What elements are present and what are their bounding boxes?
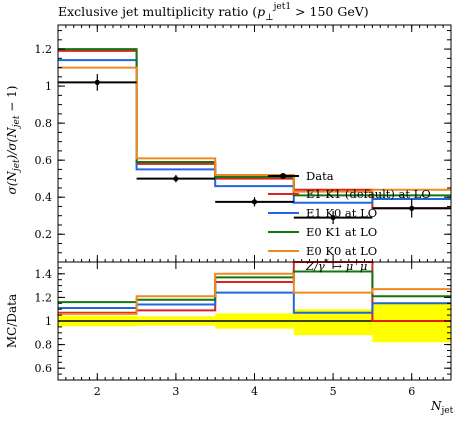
- title-sup: jet1: [273, 2, 291, 12]
- chart-title: Exclusive jet multiplicity ratio (p⊥jet1…: [58, 2, 369, 23]
- ratio-y-tick-label: 1: [45, 315, 52, 328]
- main-series-line-2: [58, 48, 451, 197]
- data-point: [251, 199, 258, 205]
- legend-label-series-0: E1 K1 (default) at LO: [306, 187, 431, 201]
- main-series-line-0: [58, 49, 451, 210]
- x-tick-label: 2: [94, 385, 101, 398]
- title-pre: Exclusive jet multiplicity ratio (: [58, 4, 257, 19]
- ratio-y-tick-label: 0.6: [35, 362, 53, 375]
- legend-label-series-3: E0 K0 at LO: [306, 244, 377, 258]
- ratio-uncertainty-band: [372, 302, 451, 343]
- main-y-tick-label: 0.8: [35, 117, 53, 130]
- data-point: [173, 176, 179, 182]
- main-y-tick-label: 0.6: [35, 154, 53, 167]
- data-point: [94, 79, 100, 85]
- ratio-y-tick-label: 1.4: [35, 268, 53, 281]
- ratio-y-axis-label: MC/Data: [5, 294, 19, 348]
- main-y-tick-label: 1.2: [35, 43, 53, 56]
- legend-label-series-1: E1 K0 at LO: [306, 206, 377, 220]
- data-point: [409, 205, 415, 211]
- x-tick-label: 3: [172, 385, 179, 398]
- legend-label-series-2: E0 K1 at LO: [306, 225, 377, 239]
- main-plot-area: 0.2 0.4 0.6 0.8 1 1.2: [35, 24, 452, 263]
- ratio-plot-frame: [57, 261, 452, 381]
- main-y-tick-label: 0.4: [35, 191, 53, 204]
- title-post: > 150 GeV): [291, 4, 369, 19]
- ratio-plot-area: 0.6 0.8 1 1.2 1.4 2 3 4 5 6: [35, 261, 452, 398]
- ratio-series-line-2: [58, 270, 451, 304]
- x-axis-label: Njet: [430, 399, 454, 416]
- title-p: p: [257, 4, 265, 19]
- x-tick-label: 5: [330, 385, 337, 398]
- ratio-series-line-3: [58, 272, 451, 315]
- legend: Data E1 K1 (default) at LO E1 K0 at LO E0 …: [268, 169, 431, 273]
- main-series-line-3: [58, 66, 451, 193]
- title-perp: ⊥: [265, 13, 273, 23]
- ratio-y-tick-label: 0.8: [35, 339, 53, 352]
- main-y-tick-label: 1: [45, 80, 52, 93]
- main-y-tick-label: 0.2: [35, 228, 53, 241]
- legend-footer: Z/γ* → μ+μ−: [305, 258, 374, 273]
- legend-label-data: Data: [306, 169, 334, 183]
- legend-marker-data-dot: [280, 173, 286, 179]
- ratio-y-tick-label: 1.2: [35, 291, 53, 304]
- data-point: [330, 214, 336, 221]
- main-y-axis-label: σ(Njet)/σ(Njet − 1): [5, 86, 22, 195]
- x-tick-label: 6: [408, 385, 415, 398]
- x-tick-label: 4: [251, 385, 258, 398]
